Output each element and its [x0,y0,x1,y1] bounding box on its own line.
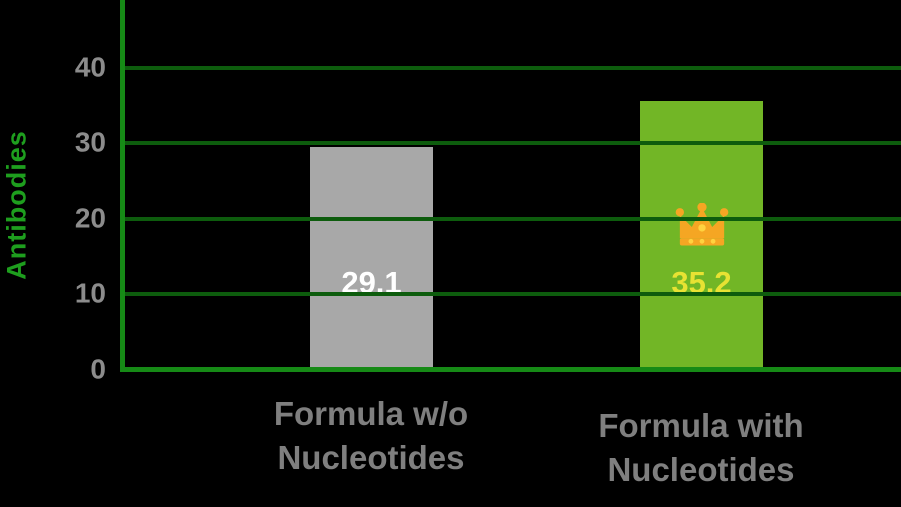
bar-formula-without-nucleotides: 29.1 [310,147,433,367]
bar-formula-with-nucleotides: 35.2 [640,101,763,367]
y-tick-label: 0 [90,352,106,384]
crown-icon [675,203,728,246]
y-axis-line [120,0,125,372]
y-tick-label: 10 [74,277,106,309]
gridline [125,216,901,221]
gridline [125,65,901,70]
category-label-formula-with-nucleotides: Formula with Nucleotides [598,407,804,488]
gridline [125,141,901,145]
category-label-formula-without-nucleotides: Formula w/o Nucleotides [273,395,469,476]
y-tick-label: 20 [74,201,106,233]
x-axis-line [120,367,901,372]
y-tick-label: 40 [74,50,106,82]
y-tick-label: 30 [74,126,106,158]
gridline [125,292,901,296]
